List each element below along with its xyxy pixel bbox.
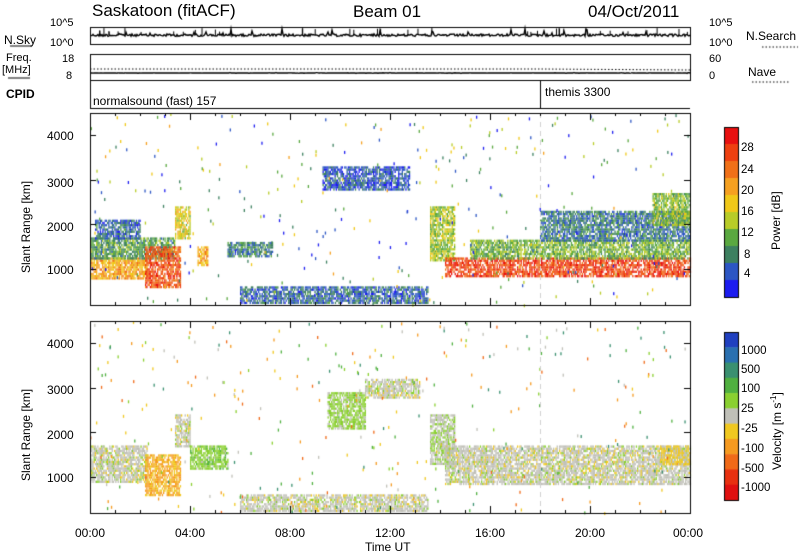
velocity-cb-100: 100 [741,383,761,395]
xtick-20: 20:00 [575,526,606,540]
power-cb-8: 8 [744,249,751,261]
velocity-cb-1000: 1000 [741,345,767,357]
power-cb-16: 16 [741,206,754,218]
power-cb-24: 24 [741,164,754,176]
velocity-ylabel: Slant Range [km] [19,388,33,481]
power-cb-20: 20 [741,185,754,197]
velocity-colorbar-label-sup: -1 [769,395,778,403]
power-cb-12: 12 [741,227,754,239]
power-cb-28: 28 [741,142,754,154]
nsky-tick-top: 10^5 [50,17,74,29]
power-colorbar-label: Power [dB] [769,191,783,250]
xtick-00: 00:00 [75,526,106,540]
nsearch-label: N.Search [746,29,797,43]
velocity-ytick-1000: 1000 [47,471,74,485]
velocity-ytick-4000: 4000 [47,337,74,351]
power-ytick-2000: 2000 [47,220,74,234]
velocity-colorbar-label-main: Velocity [m s [770,402,784,470]
nsky-tick-bottom: 10^0 [50,37,74,49]
power-ylabel: Slant Range [km] [19,180,33,273]
xtick-12: 12:00 [375,526,406,540]
xaxis-label: Time UT [365,540,411,554]
velocity-cb-m500: -500 [741,463,765,475]
beam-title: Beam 01 [353,2,422,21]
freq-tick-bottom: 8 [66,70,73,82]
power-ytick-3000: 3000 [47,176,74,190]
velocity-colorbar-label-end: ] [770,392,784,396]
power-ytick-4000: 4000 [47,129,74,143]
velocity-ytick-2000: 2000 [47,428,74,442]
power-ytick-1000: 1000 [47,263,74,277]
nsearch-tick-top: 10^5 [709,17,733,29]
station-title: Saskatoon (fitACF) [92,1,236,20]
velocity-cb-m100: -100 [741,443,765,455]
power-cb-4: 4 [744,268,751,280]
velocity-cb-m25: -25 [741,423,758,435]
cpid-mode-normalsound: normalsound (fast) 157 [93,94,217,108]
nsearch-tick-bottom: 10^0 [709,37,733,49]
nave-tick-bottom: 0 [709,70,716,82]
xtick-16: 16:00 [475,526,506,540]
xtick-08: 08:00 [275,526,306,540]
velocity-cb-500: 500 [741,364,761,376]
nave-tick-top: 60 [709,53,722,65]
velocity-colorbar-label: Velocity [m s-1] [769,392,784,470]
velocity-ytick-3000: 3000 [47,383,74,397]
xtick-24: 00:00 [673,526,704,540]
xtick-04: 04:00 [175,526,206,540]
date-title: 04/Oct/2011 [588,2,680,21]
cpid-mode-themis: themis 3300 [545,85,611,99]
velocity-cb-m1000: -1000 [741,482,771,494]
cpid-label: CPID [6,87,35,101]
freq-label: Freq. [6,52,32,64]
nsky-label: N.Sky [4,33,37,47]
freq-unit: [MHz] [2,64,31,76]
nave-label: Nave [748,65,777,79]
freq-tick-top: 18 [62,53,75,65]
velocity-cb-25: 25 [741,403,754,415]
